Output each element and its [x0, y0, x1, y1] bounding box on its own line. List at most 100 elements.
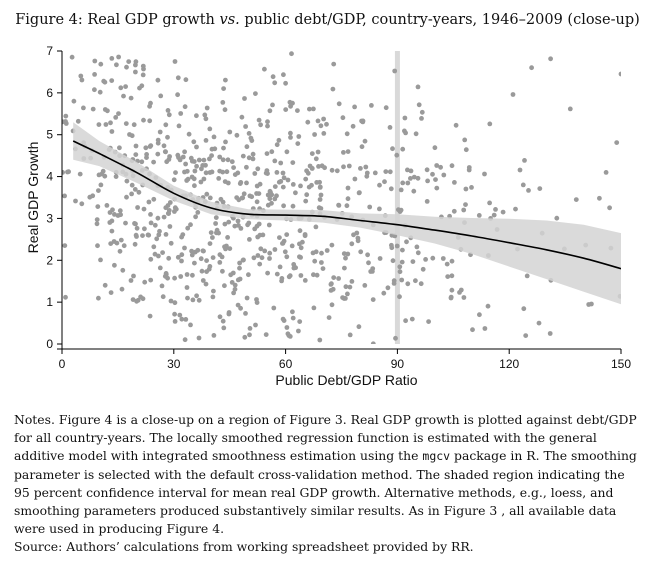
scatter-point — [399, 277, 405, 283]
scatter-point — [221, 325, 227, 331]
scatter-point — [97, 89, 103, 95]
scatter-point — [157, 265, 163, 271]
scatter-point — [248, 135, 254, 141]
scatter-point — [524, 273, 530, 279]
scatter-point — [365, 252, 370, 258]
scatter-point — [184, 168, 190, 174]
scatter-point — [90, 106, 96, 112]
scatter-point — [257, 261, 263, 267]
x-tick-label: 90 — [391, 357, 405, 371]
scatter-point — [283, 80, 288, 86]
scatter-point — [500, 209, 506, 215]
scatter-point — [109, 78, 115, 83]
scatter-point — [282, 249, 288, 255]
figure-title-post: public debt/GDP, country-years, 1946–200… — [239, 12, 640, 28]
scatter-point — [449, 258, 455, 264]
scatter-point — [228, 272, 234, 278]
scatter-point — [244, 164, 249, 170]
scatter-point — [408, 176, 413, 181]
scatter-point — [225, 180, 231, 186]
scatter-point — [388, 186, 394, 192]
scatter-point — [184, 272, 190, 277]
scatter-point — [220, 268, 225, 274]
scatter-point — [179, 252, 185, 258]
scatter-point — [366, 260, 371, 266]
scatter-point — [172, 319, 178, 324]
scatter-point — [220, 169, 226, 175]
scatter-point — [165, 211, 171, 216]
scatter-point — [280, 316, 286, 322]
scatter-point — [114, 62, 119, 68]
scatter-point — [397, 269, 403, 275]
scatter-point — [272, 80, 278, 86]
scatter-point — [90, 193, 96, 199]
scatter-point — [100, 168, 106, 174]
scatter-point — [305, 119, 311, 125]
scatter-point — [256, 117, 262, 123]
scatter-point — [355, 238, 361, 244]
scatter-point — [134, 225, 140, 231]
scatter-point — [217, 252, 223, 258]
scatter-point — [377, 256, 383, 261]
scatter-point — [419, 109, 425, 115]
y-tick-label: 7 — [46, 44, 53, 58]
scatter-point — [298, 183, 303, 189]
scatter-point — [391, 278, 397, 284]
scatter-point — [304, 168, 309, 174]
scatter-point — [461, 295, 467, 300]
scatter-point — [98, 61, 104, 67]
scatter-point — [167, 154, 173, 159]
scatter-point — [567, 106, 573, 112]
scatter-point — [217, 314, 223, 320]
scatter-point — [129, 191, 135, 197]
scatter-point — [175, 92, 181, 98]
scatter-point — [133, 152, 139, 157]
scatter-point — [300, 239, 305, 245]
scatter-point — [96, 122, 102, 127]
scatter-point — [277, 264, 283, 270]
scatter-point — [420, 266, 426, 272]
scatter-point — [168, 298, 174, 304]
scatter-point — [318, 192, 324, 198]
scatter-point — [63, 294, 68, 300]
scatter-point — [244, 295, 250, 301]
scatter-point — [239, 114, 245, 120]
scatter-point — [236, 223, 241, 228]
scatter-point — [79, 77, 85, 83]
scatter-point — [231, 290, 237, 296]
scatter-point — [172, 275, 178, 281]
scatter-point — [372, 170, 378, 176]
scatter-points — [62, 51, 621, 344]
scatter-point — [322, 165, 327, 171]
scatter-point — [220, 100, 226, 105]
scatter-point — [112, 262, 117, 268]
scatter-point — [523, 333, 529, 338]
scatter-point — [200, 248, 206, 254]
scatter-point — [102, 282, 108, 288]
scatter-point — [123, 121, 129, 126]
scatter-point — [390, 146, 395, 152]
scatter-point — [103, 122, 109, 127]
scatter-point — [470, 327, 475, 333]
scatter-point — [319, 250, 324, 256]
scatter-point — [175, 75, 181, 81]
scatter-point — [345, 185, 351, 191]
scatter-point — [113, 174, 119, 180]
scatter-point — [430, 255, 436, 261]
scatter-point — [409, 316, 415, 322]
scatter-point — [547, 331, 553, 336]
scatter-point — [286, 333, 292, 338]
scatter-point — [232, 223, 238, 229]
scatter-point — [132, 241, 138, 247]
scatter-point — [367, 204, 373, 210]
scatter-point — [133, 143, 139, 149]
scatter-point — [537, 186, 543, 192]
scatter-point — [330, 86, 336, 92]
scatter-point — [345, 196, 351, 202]
scatter-point — [237, 260, 243, 266]
scatter-point — [131, 122, 137, 128]
scatter-point — [191, 176, 197, 182]
scatter-point — [96, 188, 101, 194]
scatter-point — [270, 102, 275, 108]
scatter-point — [148, 256, 154, 262]
